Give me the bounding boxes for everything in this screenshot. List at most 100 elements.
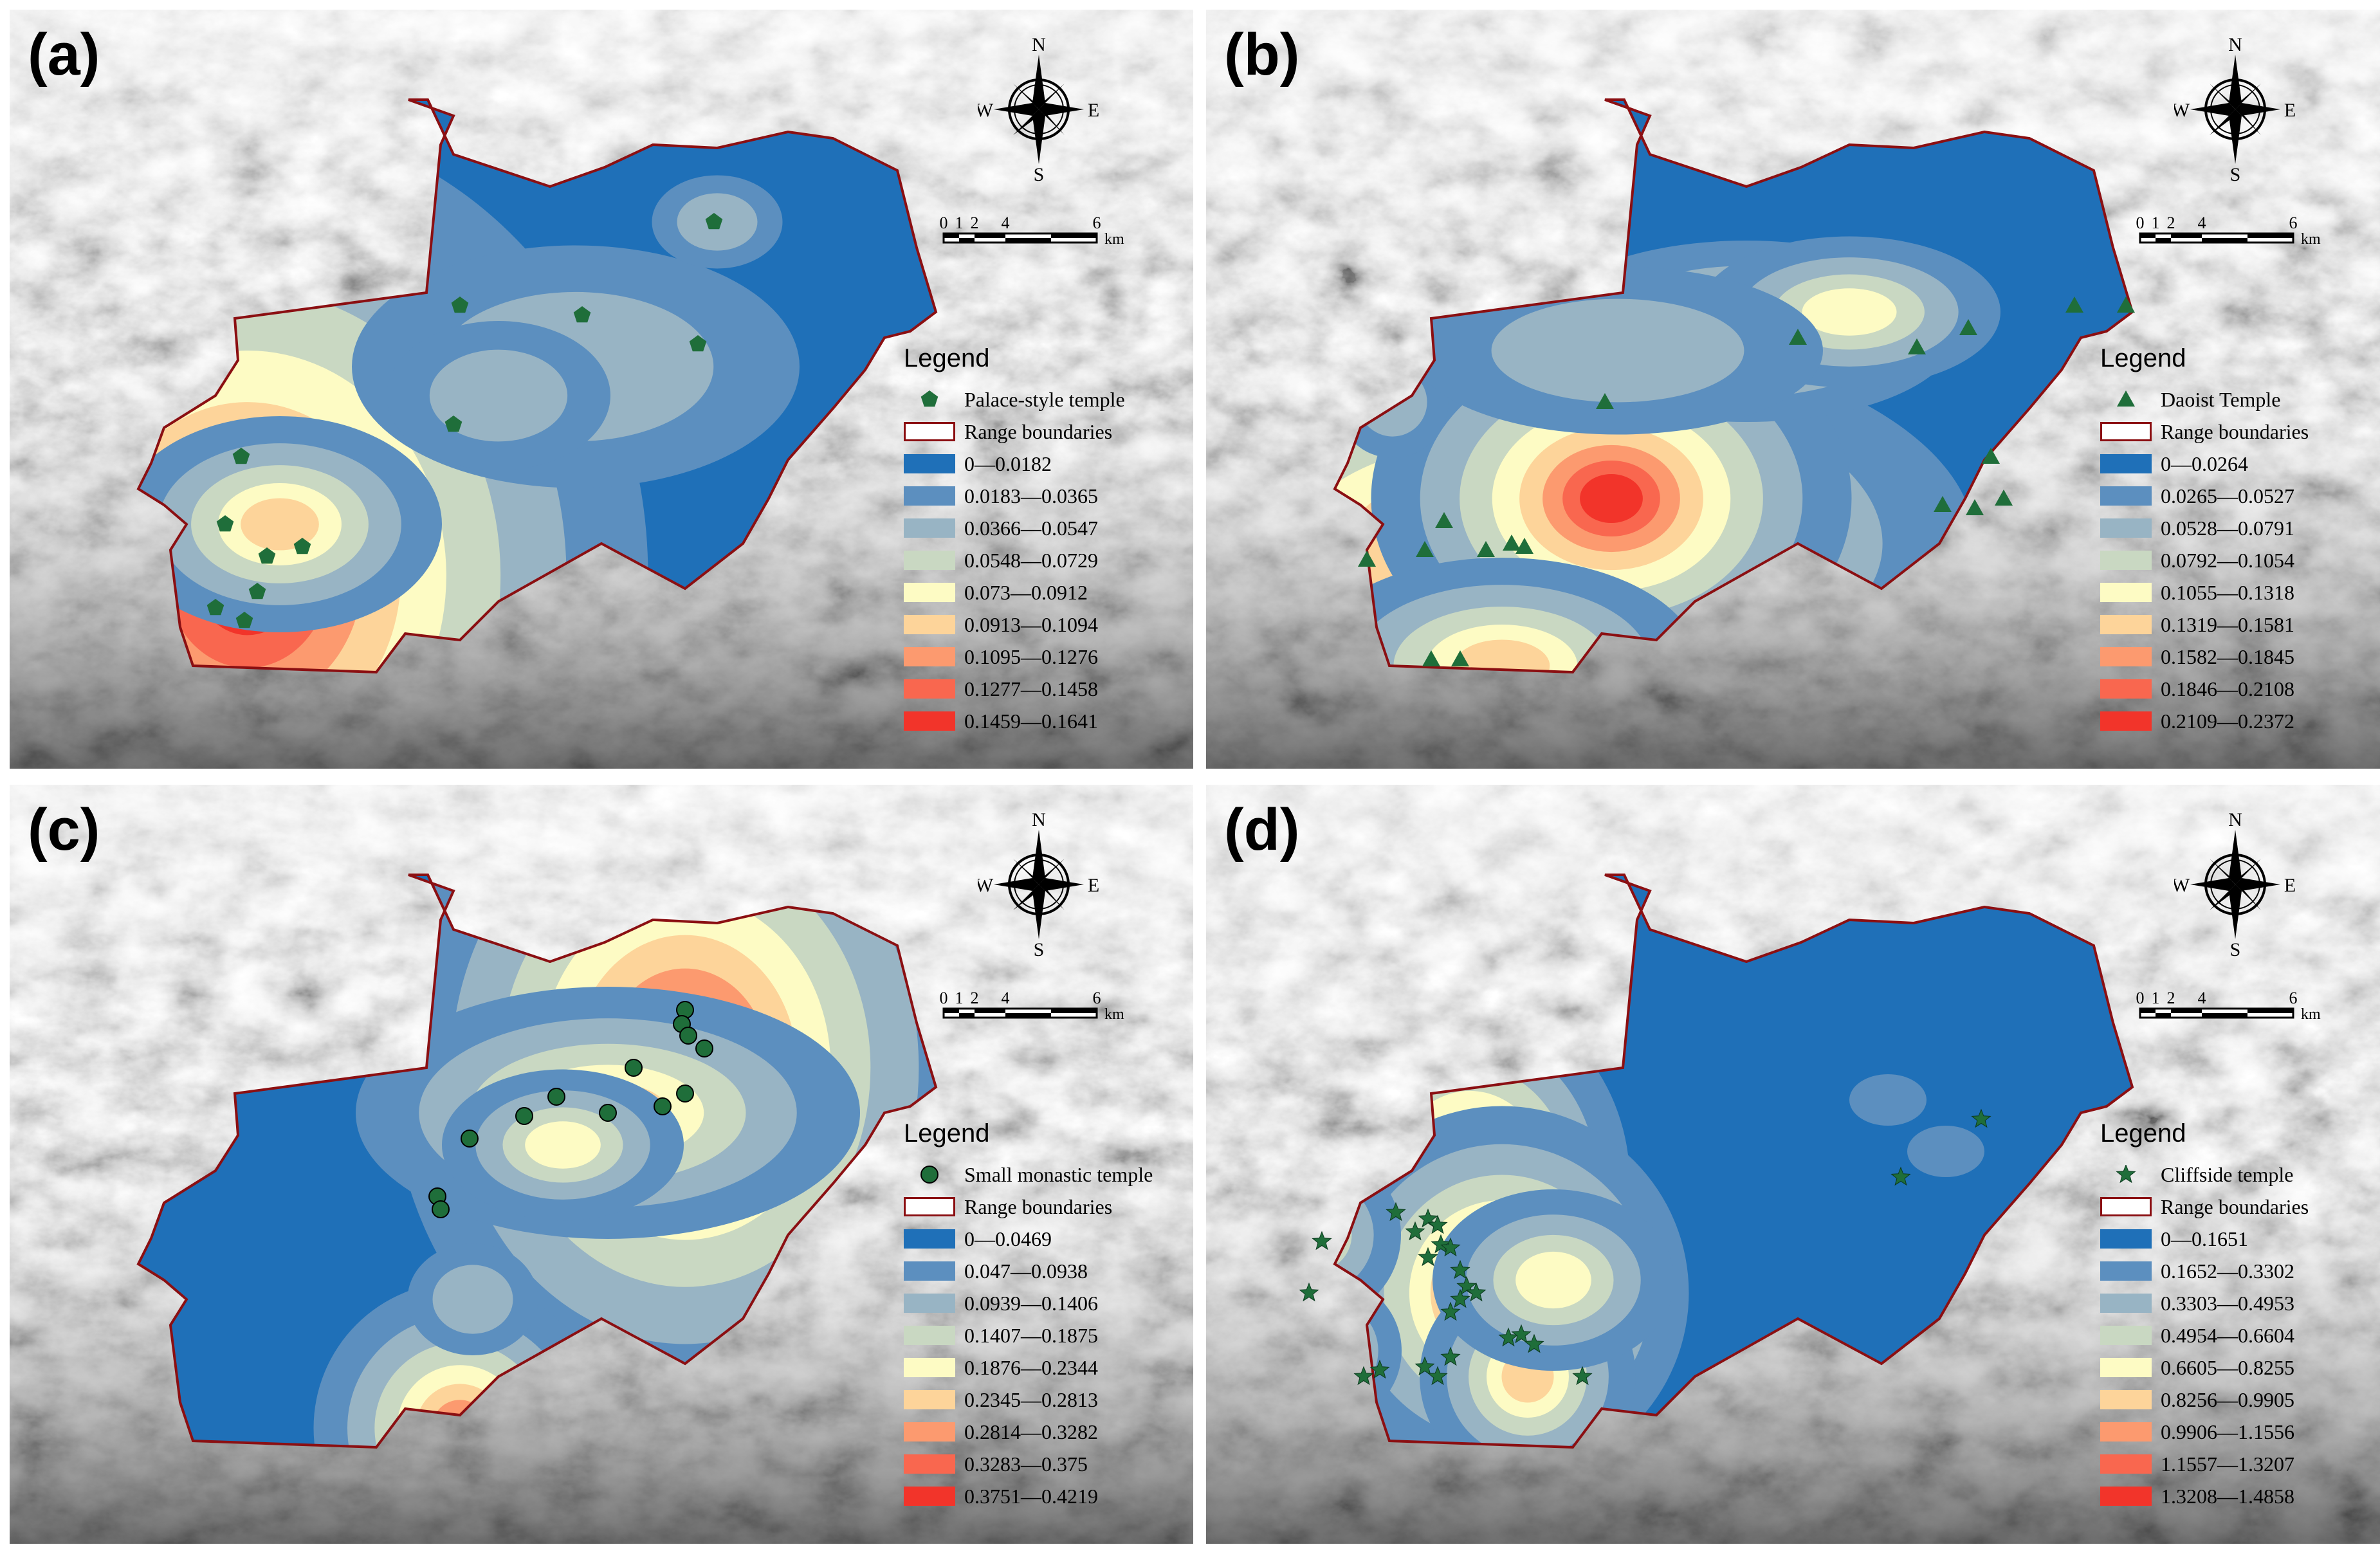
scale-tick: 0 bbox=[940, 214, 948, 232]
legend-class-row: 0.1459—0.1641 bbox=[904, 705, 1174, 737]
legend-class-swatch bbox=[904, 679, 955, 699]
temple-marker bbox=[1414, 1356, 1435, 1376]
legend-point-icon bbox=[920, 1166, 938, 1184]
legend-class-swatch bbox=[904, 647, 955, 666]
legend-class-swatch bbox=[904, 1454, 955, 1474]
temple-marker bbox=[1450, 1259, 1470, 1279]
panel-label: (a) bbox=[28, 22, 100, 87]
range-boundary bbox=[136, 98, 938, 674]
scale-tick: 1 bbox=[2152, 214, 2160, 232]
temple-marker bbox=[1418, 1247, 1438, 1267]
compass-s: S bbox=[1034, 939, 1045, 958]
density-map bbox=[1206, 785, 2380, 1544]
legend-class-label: 0.1407—0.1875 bbox=[964, 1323, 1098, 1347]
legend-class-row: 0.3303—0.4953 bbox=[2100, 1287, 2370, 1319]
legend: Legend Cliffside temple Range boundaries 0—… bbox=[2100, 1119, 2370, 1512]
legend-point-icon bbox=[920, 390, 938, 407]
legend-class-label: 0.1055—0.1318 bbox=[2161, 580, 2294, 604]
compass-e: E bbox=[2284, 875, 2296, 896]
legend-class-label: 0.1582—0.1845 bbox=[2161, 645, 2294, 668]
legend-class-row: 0.0183—0.0365 bbox=[904, 480, 1174, 512]
legend-class-row: 0.1095—0.1276 bbox=[904, 641, 1174, 673]
legend-class-label: 0.3303—0.4953 bbox=[2161, 1291, 2294, 1315]
temple-marker bbox=[1982, 448, 2000, 464]
temple-marker bbox=[2065, 297, 2083, 313]
temple-marker bbox=[293, 538, 311, 554]
temple-marker bbox=[1422, 650, 1440, 666]
legend: Legend Palace-style temple Range boundarie… bbox=[904, 344, 1174, 737]
temple-marker bbox=[1435, 512, 1453, 528]
scale-bar: 0 1 2 4 6km bbox=[940, 214, 1125, 248]
legend-class-swatch bbox=[2100, 551, 2152, 570]
temple-marker bbox=[1596, 393, 1614, 409]
legend-class-label: 0.0913—0.1094 bbox=[964, 612, 1098, 636]
legend-class-row: 0.1055—0.1318 bbox=[2100, 576, 2370, 609]
legend-class-swatch bbox=[2100, 1261, 2152, 1281]
density-contour bbox=[1580, 473, 1643, 524]
scale-tick: 1 bbox=[955, 989, 964, 1007]
legend-class-row: 0.8256—0.9905 bbox=[2100, 1384, 2370, 1416]
density-contour bbox=[429, 349, 568, 442]
legend-class-swatch bbox=[2100, 1390, 2152, 1409]
temple-marker bbox=[1966, 499, 1984, 515]
legend-class-label: 0.0265—0.0527 bbox=[2161, 484, 2294, 508]
legend-boundary-row: Range boundaries bbox=[2100, 1191, 2370, 1223]
legend-class-row: 0—0.0182 bbox=[904, 448, 1174, 480]
scale-bar: 0 1 2 4 6km bbox=[940, 989, 1125, 1023]
legend-class-label: 0.1846—0.2108 bbox=[2161, 677, 2294, 700]
legend-class-swatch bbox=[2100, 711, 2152, 731]
north-arrow-icon: N S W E bbox=[2174, 35, 2296, 183]
legend-class-label: 0.6605—0.8255 bbox=[2161, 1355, 2294, 1379]
legend-class-swatch bbox=[2100, 486, 2152, 506]
legend-class-row: 0.2814—0.3282 bbox=[904, 1416, 1174, 1448]
legend-class-label: 0.073—0.0912 bbox=[964, 580, 1088, 604]
legend-class-row: 0.2345—0.2813 bbox=[904, 1384, 1174, 1416]
temple-marker bbox=[1440, 1237, 1461, 1257]
legend-class-swatch bbox=[904, 1422, 955, 1442]
density-map bbox=[10, 10, 1193, 769]
temple-marker bbox=[1405, 1221, 1425, 1241]
density-contour bbox=[1849, 1074, 1927, 1126]
legend-class-row: 0.3751—0.4219 bbox=[904, 1480, 1174, 1512]
legend: Legend Daoist Temple Range boundaries 0—0.0… bbox=[2100, 344, 2370, 737]
legend-class-label: 0—0.0182 bbox=[964, 452, 1052, 475]
legend-class-row: 0.0528—0.0791 bbox=[2100, 512, 2370, 544]
temple-marker bbox=[695, 1039, 713, 1057]
legend-point-icon bbox=[2117, 390, 2135, 407]
legend-class-swatch bbox=[904, 1390, 955, 1409]
legend-class-row: 0—0.1651 bbox=[2100, 1223, 2370, 1255]
legend-class-swatch bbox=[2100, 583, 2152, 602]
legend-class-row: 0.6605—0.8255 bbox=[2100, 1351, 2370, 1384]
scale-tick: 4 bbox=[2198, 214, 2206, 232]
temple-marker bbox=[1503, 535, 1521, 551]
legend-point-label: Small monastic temple bbox=[964, 1162, 1153, 1186]
legend-class-row: 1.1557—1.3207 bbox=[2100, 1448, 2370, 1480]
legend-class-label: 0.0548—0.0729 bbox=[964, 548, 1098, 572]
legend-class-row: 0.073—0.0912 bbox=[904, 576, 1174, 609]
temple-marker bbox=[1511, 1324, 1532, 1344]
temple-marker bbox=[1427, 1214, 1448, 1234]
legend-boundary-swatch bbox=[904, 1197, 955, 1216]
temple-marker bbox=[547, 1088, 565, 1106]
panel-d: (d) N S W E 0 1 2 4 6 km Legend Cliffside templ… bbox=[1206, 785, 2380, 1544]
legend-class-swatch bbox=[904, 1487, 955, 1506]
legend-title: Legend bbox=[904, 1119, 990, 1148]
legend-class-swatch bbox=[2100, 1454, 2152, 1474]
compass-e: E bbox=[1088, 875, 1099, 896]
legend-class-row: 0.0792—0.1054 bbox=[2100, 544, 2370, 576]
temple-marker bbox=[1358, 551, 1376, 567]
legend-class-swatch bbox=[2100, 679, 2152, 699]
temple-marker bbox=[235, 612, 253, 628]
legend-class-swatch bbox=[2100, 615, 2152, 634]
legend-class-swatch bbox=[904, 486, 955, 506]
legend-class-swatch bbox=[904, 711, 955, 731]
compass-w: W bbox=[2174, 100, 2190, 121]
temple-marker bbox=[1789, 329, 1807, 345]
legend-class-swatch bbox=[904, 454, 955, 473]
density-contour bbox=[1907, 1126, 1984, 1177]
scale-tick: 0 bbox=[940, 989, 948, 1007]
legend-boundary-label: Range boundaries bbox=[964, 419, 1113, 443]
temple-marker bbox=[1299, 1282, 1319, 1302]
scale-tick: 4 bbox=[1002, 989, 1010, 1007]
panel-b: (b) N S W E 0 1 2 4 6 km Legend Daoist Temple Ra… bbox=[1206, 10, 2380, 769]
